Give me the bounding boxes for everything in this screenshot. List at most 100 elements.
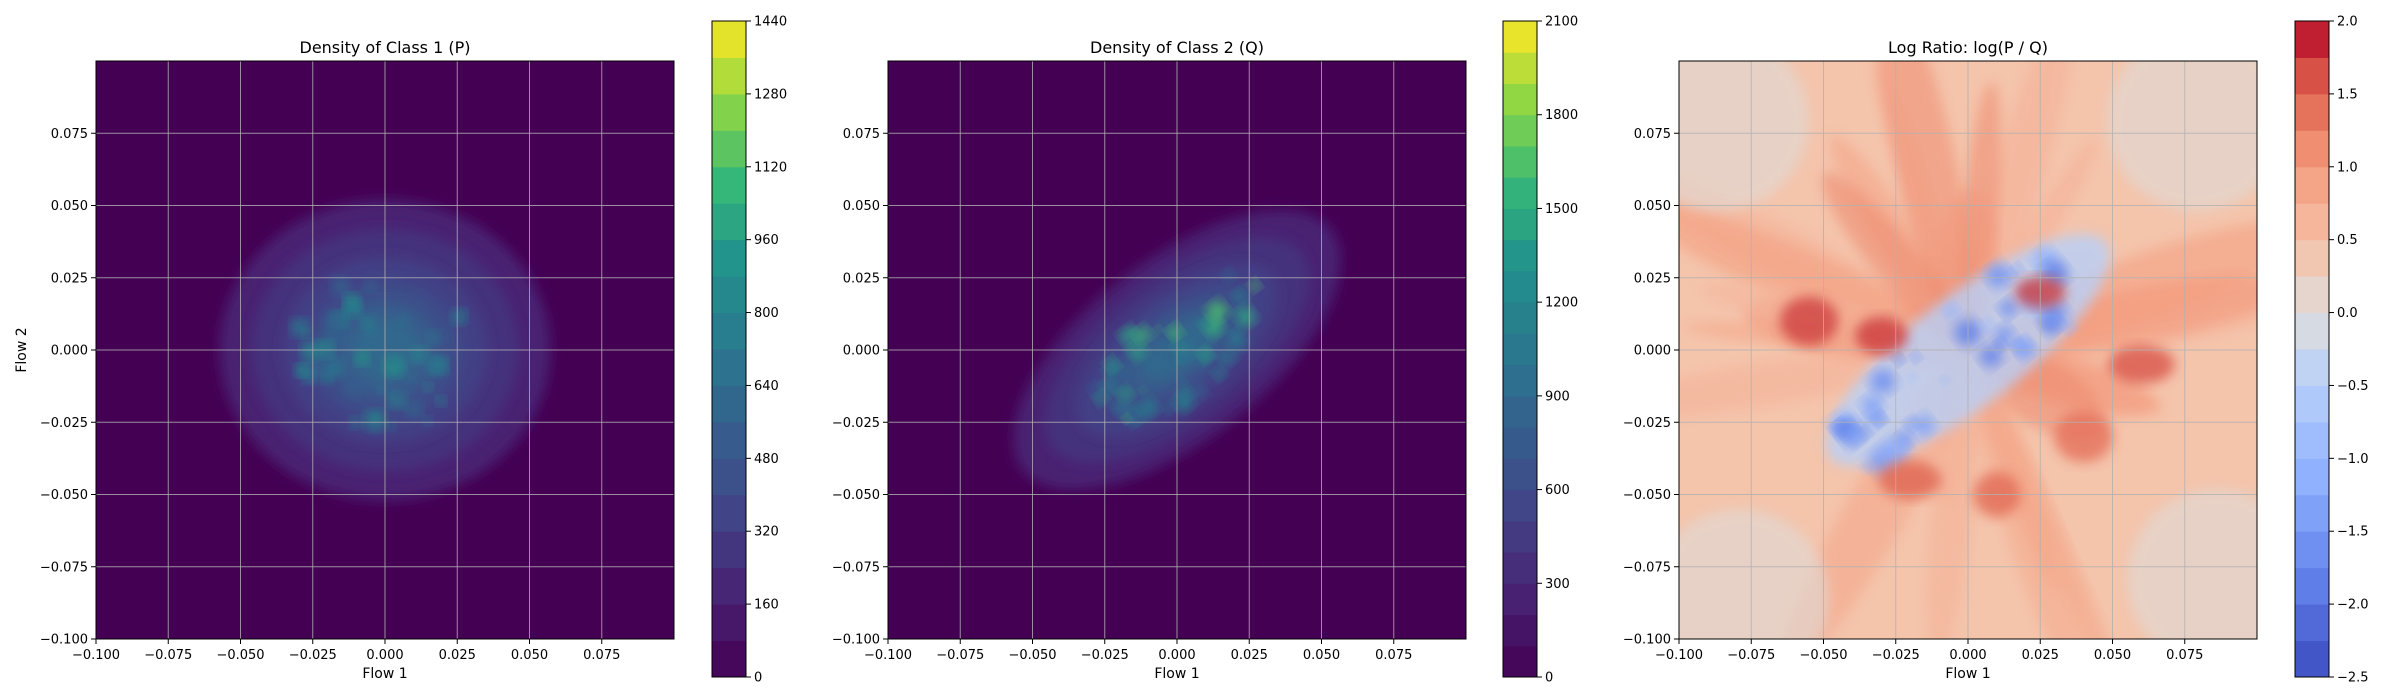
- colorbar-level: [1503, 208, 1537, 240]
- colorbar-tick-label: 2100: [1545, 15, 1578, 30]
- colorbar-level: [2295, 240, 2329, 277]
- x-tick-label: −0.025: [1872, 648, 1920, 663]
- colorbar-tick-label: −0.5: [2337, 379, 2369, 394]
- colorbar-level: [1503, 396, 1537, 428]
- x-tick-label: 0.050: [2094, 648, 2131, 663]
- colorbar-level: [2295, 531, 2329, 568]
- colorbar-tick-label: 1800: [1545, 108, 1578, 123]
- x-axis: −0.100 −0.075 −0.050 −0.025 0.000 0.025 0.050 0…: [864, 639, 1412, 663]
- colorbar-level: [1503, 615, 1537, 647]
- x-tick-label: 0.075: [583, 648, 620, 663]
- y-tick-label: −0.075: [40, 560, 88, 575]
- density-hotspot: [427, 331, 440, 344]
- x-axis-label: Flow 1: [1945, 666, 1990, 682]
- panel-density-q: Density of Class 2 (Q) −0.100 −0.075 −0.05…: [832, 15, 1578, 686]
- ratio-positive-spot: [1879, 461, 1942, 499]
- y-tick-label: 0.000: [1634, 344, 1671, 359]
- x-tick-label: 0.000: [366, 648, 403, 663]
- heatmap-area: [888, 61, 1466, 639]
- y-tick-label: −0.050: [40, 488, 88, 503]
- chart-title: Density of Class 2 (Q): [1090, 38, 1264, 57]
- panel-log-ratio: Log Ratio: log(P / Q) −0.100 −0.075 −0.050…: [1575, 0, 2369, 700]
- colorbar-level: [1503, 240, 1537, 272]
- y-tick-label: 0.025: [843, 271, 880, 286]
- colorbar: −2.5−2.0−1.5−1.0−0.50.00.51.01.52.0: [2295, 15, 2369, 686]
- ratio-neutral-region: [2127, 489, 2307, 669]
- colorbar-tick-label: 0.0: [2337, 306, 2358, 321]
- y-tick-label: −0.050: [1623, 488, 1671, 503]
- colorbar-tick-label: 900: [1545, 389, 1570, 404]
- colorbar-level: [712, 495, 746, 532]
- colorbar-tick-label: 1500: [1545, 202, 1578, 217]
- colorbar-level: [2295, 130, 2329, 167]
- density-hotspot: [344, 300, 361, 317]
- chart-title: Density of Class 1 (P): [300, 38, 471, 57]
- density-hotspot: [325, 359, 344, 378]
- colorbar-level: [712, 641, 746, 678]
- y-tick-label: −0.025: [832, 416, 880, 431]
- x-tick-label: 0.000: [1949, 648, 1986, 663]
- colorbar-tick-label: 1.0: [2337, 160, 2358, 175]
- colorbar-level: [712, 313, 746, 350]
- y-tick-label: 0.075: [1634, 127, 1671, 142]
- density-hotspot: [397, 314, 409, 326]
- chart-title: Log Ratio: log(P / Q): [1888, 38, 2048, 57]
- x-tick-label: −0.050: [1799, 648, 1847, 663]
- heatmap-area: [96, 61, 674, 639]
- colorbar-tick-label: 0: [1545, 671, 1553, 686]
- colorbar-tick-label: 300: [1545, 577, 1570, 592]
- colorbar-level: [1503, 52, 1537, 84]
- x-tick-label: −0.100: [864, 648, 912, 663]
- colorbar-tick-label: 2.0: [2337, 15, 2358, 30]
- y-tick-label: −0.100: [1623, 633, 1671, 648]
- density-hotspot: [324, 312, 344, 332]
- density-hotspot: [412, 347, 428, 363]
- colorbar-level: [2295, 167, 2329, 204]
- y-tick-label: 0.000: [843, 344, 880, 359]
- colorbar-level: [712, 604, 746, 641]
- y-tick-label: 0.050: [843, 199, 880, 214]
- colorbar-level: [712, 240, 746, 277]
- density-hotspot: [344, 379, 363, 398]
- colorbar-level: [712, 531, 746, 568]
- x-tick-label: −0.050: [1008, 648, 1056, 663]
- density-hotspot: [441, 330, 452, 341]
- density-hotspot: [295, 365, 307, 377]
- colorbar-tick-label: 320: [754, 525, 779, 540]
- density-hotspot: [390, 361, 396, 367]
- x-axis: −0.100 −0.075 −0.050 −0.025 0.000 0.025 0.050 0…: [1655, 639, 2203, 663]
- density-hotspot: [355, 351, 369, 365]
- density-hotspot: [426, 356, 446, 376]
- density-hotspot: [365, 281, 376, 292]
- colorbar-level: [1503, 146, 1537, 178]
- density-hotspot: [301, 342, 320, 361]
- colorbar-level: [1503, 21, 1537, 53]
- x-tick-label: 0.075: [1375, 648, 1412, 663]
- heatmap-area: [1575, 0, 2348, 700]
- x-tick-label: 0.075: [2166, 648, 2203, 663]
- colorbar-level: [712, 21, 746, 58]
- x-axis-label: Flow 1: [362, 666, 407, 682]
- x-tick-label: −0.025: [289, 648, 337, 663]
- colorbar-level: [712, 94, 746, 131]
- density-hotspot: [390, 318, 396, 324]
- density-hotspot: [455, 382, 462, 389]
- y-tick-label: −0.050: [832, 488, 880, 503]
- y-tick-label: 0.025: [51, 271, 88, 286]
- colorbar-level: [1503, 83, 1537, 115]
- y-tick-label: 0.075: [843, 127, 880, 142]
- x-tick-label: 0.025: [2022, 648, 2059, 663]
- density-hotspot: [397, 384, 411, 398]
- colorbar-tick-label: 1120: [754, 160, 787, 175]
- colorbar-level: [1503, 521, 1537, 553]
- colorbar-tick-label: 1200: [1545, 296, 1578, 311]
- ratio-neutral-region: [1629, 31, 1809, 211]
- colorbar-tick-label: 0.5: [2337, 233, 2358, 248]
- colorbar-level: [2295, 422, 2329, 459]
- colorbar-level: [2295, 313, 2329, 350]
- density-hotspot: [424, 383, 433, 392]
- colorbar-level: [712, 458, 746, 495]
- colorbar-tick-label: −2.5: [2337, 671, 2369, 686]
- colorbar-level: [2295, 495, 2329, 532]
- ratio-neutral-region: [2107, 31, 2287, 211]
